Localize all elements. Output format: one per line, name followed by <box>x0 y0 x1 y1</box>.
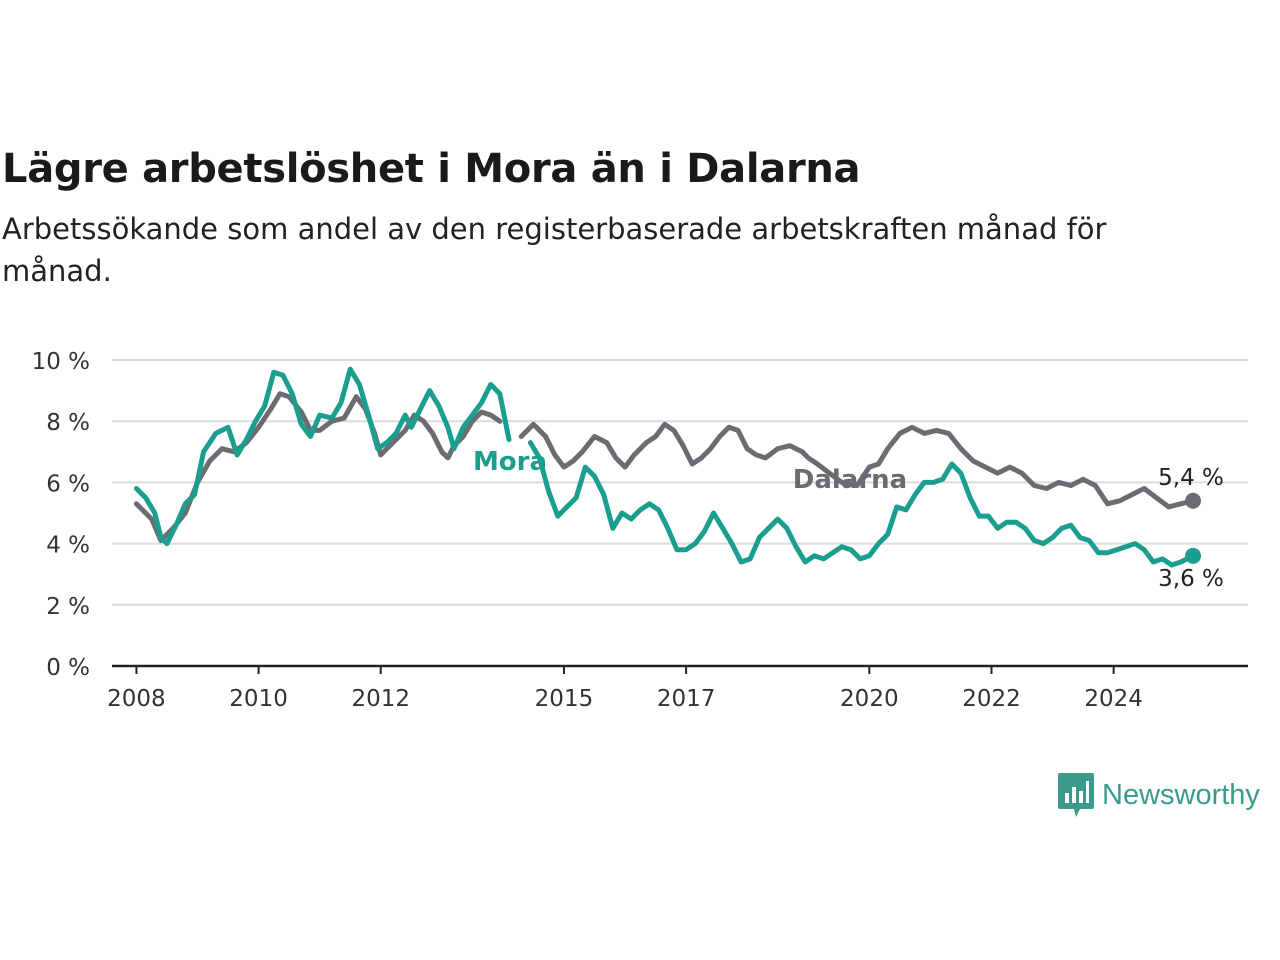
x-tick-label: 2020 <box>840 686 899 712</box>
newsworthy-bar-chart-icon <box>1058 773 1094 817</box>
end-value-label-dalarna: 5,4 % <box>1158 465 1224 491</box>
series-line-dalarna <box>133 391 503 543</box>
series-line-dalarna <box>518 421 1196 510</box>
x-tick-label: 2017 <box>657 686 716 712</box>
x-tick-label: 2012 <box>351 686 410 712</box>
series-lines <box>133 366 1202 568</box>
end-value-label-mora: 3,6 % <box>1158 566 1224 592</box>
series-line-mora <box>133 366 512 547</box>
newsworthy-logo[interactable]: Newsworthy <box>1058 773 1260 817</box>
series-labels: Dalarna Mora 5,4 % 3,6 % <box>473 447 1224 592</box>
series-label-mora: Mora <box>473 447 547 477</box>
x-tick-label: 2015 <box>535 686 594 712</box>
end-point-mora <box>1185 547 1202 564</box>
x-tick-label: 2024 <box>1084 686 1143 712</box>
y-tick-label: 8 % <box>46 410 90 436</box>
x-axis-tick-labels: 2008 2010 2012 2015 2017 2020 2022 2024 <box>107 666 1143 712</box>
end-point-dalarna <box>1185 492 1202 509</box>
line-chart: 0 % 2 % 4 % 6 % 8 % 10 % 2008 2010 2012 2015 2017… <box>32 349 1248 712</box>
y-tick-label: 10 % <box>32 349 90 375</box>
y-axis-tick-labels: 0 % 2 % 4 % 6 % 8 % 10 % <box>32 349 90 681</box>
grid-lines <box>112 359 1248 668</box>
brand-name: Newsworthy <box>1102 778 1260 811</box>
chart-title: Lägre arbetslöshet i Mora än i Dalarna <box>2 146 861 192</box>
x-tick-label: 2022 <box>962 686 1021 712</box>
y-tick-label: 4 % <box>46 533 90 559</box>
chart-subtitle: Arbetssökande som andel av den registerb… <box>2 212 1107 288</box>
series-label-dalarna: Dalarna <box>793 465 907 495</box>
series-line-mora <box>527 440 1196 568</box>
y-tick-label: 2 % <box>46 594 90 620</box>
y-tick-label: 6 % <box>46 471 90 497</box>
x-tick-label: 2008 <box>107 686 166 712</box>
y-tick-label: 0 % <box>46 655 90 681</box>
x-tick-label: 2010 <box>229 686 288 712</box>
